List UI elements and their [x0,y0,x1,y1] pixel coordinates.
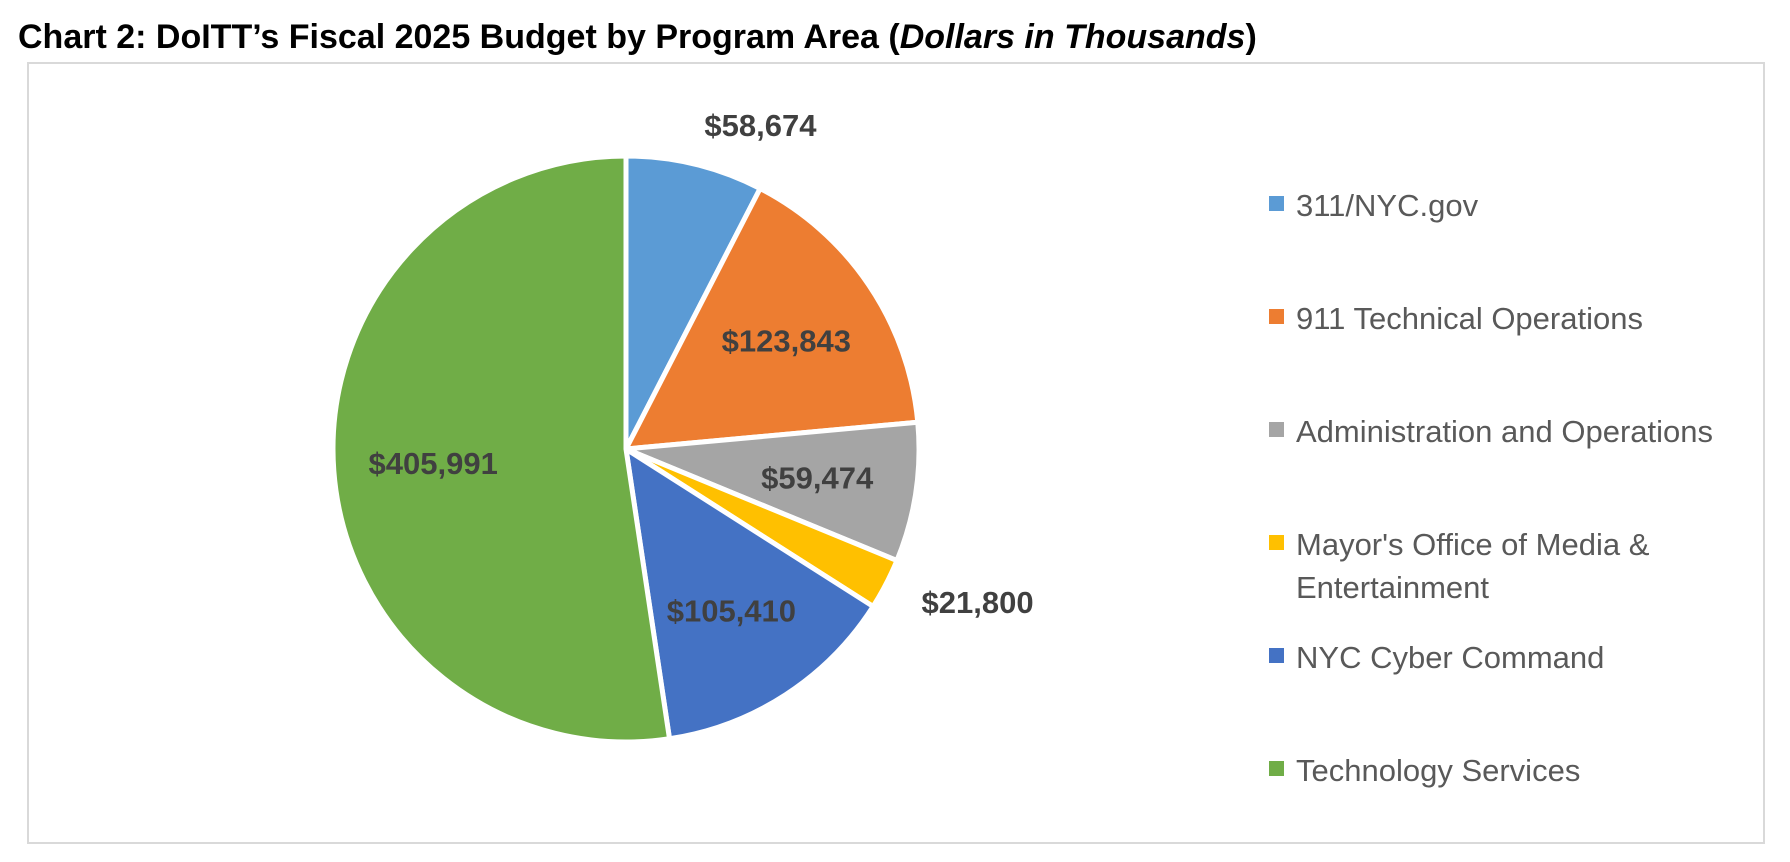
legend-swatch [1269,648,1284,663]
legend-item-nyc-cyber-command: NYC Cyber Command [1269,636,1776,679]
legend-item-administration-and-operations: Administration and Operations [1269,410,1776,453]
chart-area: $58,674 $123,843 $59,474 $21,800 $105,410 $40… [27,62,1765,844]
data-label-311-nyc-gov: $58,674 [704,108,817,143]
legend-swatch [1269,309,1284,324]
legend-swatch [1269,196,1284,211]
legend-item-mayor-s-office-of-media-entertainment: Mayor's Office of Media & Entertainment [1269,523,1776,609]
pie-chart: $58,674 $123,843 $59,474 $21,800 $105,410 $40… [330,108,1034,745]
legend-item-911-technical-operations: 911 Technical Operations [1269,297,1776,340]
legend-label: NYC Cyber Command [1296,640,1605,675]
data-label-911-technical-operations: $123,843 [722,323,851,358]
legend-label: Technology Services [1296,753,1581,788]
legend-label: Administration and Operations [1296,414,1714,449]
pie-slice-administration-and-operations [623,419,922,564]
legend-swatch [1269,761,1284,776]
data-label-nyc-cyber-command: $105,410 [667,594,796,629]
pie-slice-911-technical-operations [623,186,921,452]
pie-slice-311-nyc-gov [623,153,763,452]
data-label-administration-and-operations: $59,474 [761,460,874,495]
legend-label: 311/NYC.gov [1296,188,1479,223]
chart-title-close: ) [1245,18,1257,56]
legend-label: Mayor's Office of Media & Entertainment [1296,527,1650,605]
chart-title: Chart 2: DoITT’s Fiscal 2025 Budget by P… [18,18,1257,57]
pie-slice-nyc-cyber-command [623,446,876,742]
legend-swatch [1269,535,1284,550]
legend-item-311-nyc-gov: 311/NYC.gov [1269,184,1776,227]
legend-item-technology-services: Technology Services [1269,749,1776,792]
chart-title-units: Dollars in Thousands [899,18,1246,56]
legend-swatch [1269,422,1284,437]
data-label-mayor-s-office-of-media-entertainment: $21,800 [922,585,1034,620]
data-label-technology-services: $405,991 [369,446,498,481]
chart-title-main: Chart 2: DoITT’s Fiscal 2025 Budget by P… [18,18,900,56]
legend-label: 911 Technical Operations [1296,301,1643,336]
pie-slice-technology-services [330,153,673,745]
